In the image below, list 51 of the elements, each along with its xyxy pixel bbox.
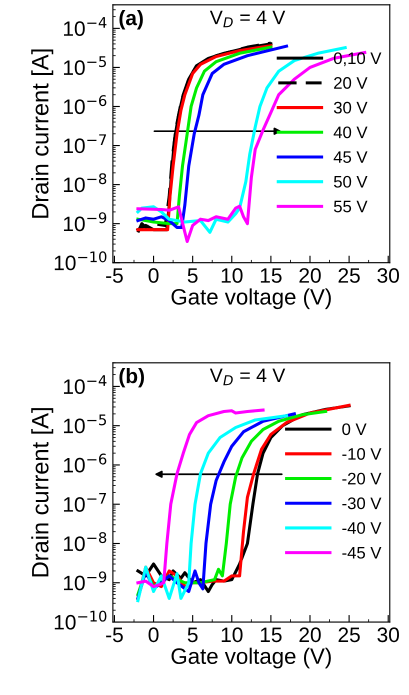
x-tick-label: 25 xyxy=(338,268,360,283)
y-tick-label: 10$^{−9}$ xyxy=(64,571,106,590)
legend-label: -40 V xyxy=(342,522,382,534)
legend-label: -30 V xyxy=(342,497,382,510)
x-tick-label: 30 xyxy=(377,627,399,642)
y-axis-title: Drain current [A] xyxy=(31,50,54,218)
x-tick-label: 15 xyxy=(260,628,282,642)
legend-label: -10 V xyxy=(342,448,382,460)
y-tick-label: 10$^{−4}$ xyxy=(64,17,106,36)
x-axis-title: Gate voltage (V) xyxy=(172,288,331,310)
annotation: (a) xyxy=(119,10,143,30)
y-tick-label: 10$^{−7}$ xyxy=(64,493,106,512)
y-tick-label: 10$^{−10}$ xyxy=(54,251,106,270)
legend-label: -20 V xyxy=(342,472,382,485)
legend-label: 0 V xyxy=(342,423,367,436)
y-tick-label: 10$^{−10}$ xyxy=(54,610,106,630)
y-tick-label: 10$^{−6}$ xyxy=(64,95,106,114)
legend-label: 30 V xyxy=(334,102,368,114)
y-tick-label: 10$^{−8}$ xyxy=(64,173,106,192)
annotation: (b) xyxy=(119,368,144,388)
legend-label: 55 V xyxy=(334,200,368,212)
y-tick-label: 10$^{−7}$ xyxy=(64,134,106,154)
y-tick-label: 10$^{−4}$ xyxy=(64,375,106,394)
annotation: V$_{D}$ = 4 V xyxy=(210,10,286,28)
x-tick-label: 5 xyxy=(188,628,198,642)
y-tick-label: 10$^{−9}$ xyxy=(64,212,106,232)
x-tick-label: 10 xyxy=(222,268,243,283)
y-axis-title: Drain current [A] xyxy=(31,408,54,576)
x-tick-label: 0 xyxy=(148,627,159,642)
legend-label: 45 V xyxy=(334,151,368,163)
legend-label: 40 V xyxy=(334,126,368,138)
x-tick-label: 20 xyxy=(299,268,321,283)
line-series xyxy=(136,408,265,588)
legend-label: 50 V xyxy=(334,176,368,188)
x-tick-label: 0 xyxy=(148,268,159,283)
y-tick-label: 10$^{−6}$ xyxy=(64,454,106,473)
legend-label: -45 V xyxy=(342,547,382,559)
x-tick-label: 5 xyxy=(188,268,198,283)
y-tick-label: 10$^{−8}$ xyxy=(64,532,106,552)
x-tick-label: 10 xyxy=(222,627,243,642)
x-tick-label: 25 xyxy=(338,627,360,642)
y-tick-label: 10$^{−5}$ xyxy=(64,414,106,434)
x-tick-label: -5 xyxy=(106,628,123,642)
annotation: V$_{D}$ = 4 V xyxy=(210,368,286,386)
legend-label: 20 V xyxy=(334,77,368,89)
x-axis-title: Gate voltage (V) xyxy=(172,648,331,668)
x-tick-label: 15 xyxy=(260,268,282,283)
y-tick-label: 10$^{−5}$ xyxy=(64,56,106,76)
x-tick-label: 30 xyxy=(377,268,399,283)
x-tick-label: 20 xyxy=(299,627,321,642)
x-tick-label: -5 xyxy=(106,268,123,283)
